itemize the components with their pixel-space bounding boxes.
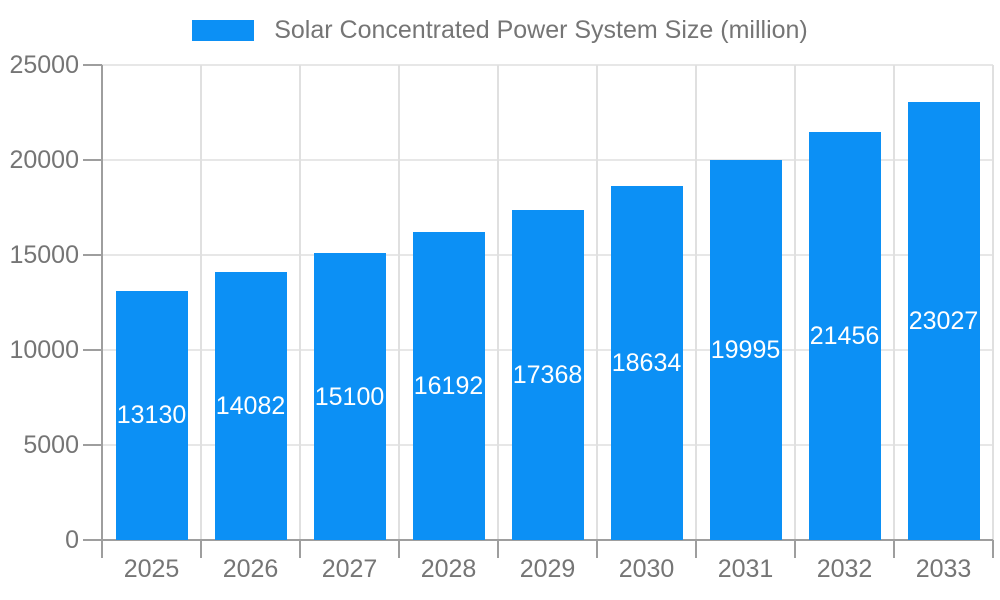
bar-value-label: 19995 xyxy=(710,336,781,365)
x-axis-tick-label: 2030 xyxy=(618,555,675,583)
y-axis-tick-label: 0 xyxy=(65,526,79,554)
y-axis-tick-mark xyxy=(83,444,102,446)
x-axis-tick-mark xyxy=(596,540,598,558)
vertical-gridline xyxy=(596,65,598,540)
bar xyxy=(907,102,980,540)
x-axis-tick-label: 2028 xyxy=(420,555,477,583)
vertical-gridline xyxy=(200,65,202,540)
bar-value-label: 17368 xyxy=(512,361,583,389)
horizontal-gridline xyxy=(102,159,993,161)
x-axis-tick-label: 2029 xyxy=(519,555,576,583)
vertical-gridline xyxy=(992,65,994,540)
bar-value-label: 16192 xyxy=(413,372,484,401)
x-axis-tick-label: 2026 xyxy=(222,555,279,583)
y-axis-tick-label: 5000 xyxy=(23,431,79,459)
x-axis-tick-mark xyxy=(695,540,697,558)
chart-legend: Solar Concentrated Power System Size (mi… xyxy=(0,16,1000,45)
legend-color-swatch xyxy=(192,20,255,41)
x-axis-tick-mark xyxy=(794,540,796,558)
plot-area: 0 5000 10000 15000 20000 25000 13130 2025 14082 2… xyxy=(9,51,994,583)
bar-value-label: 18634 xyxy=(611,348,682,377)
vertical-gridline xyxy=(299,65,301,540)
bar xyxy=(412,232,485,540)
y-axis-tick-mark xyxy=(83,64,102,66)
bar-value-label: 21456 xyxy=(809,322,880,351)
bar xyxy=(808,132,881,540)
bar xyxy=(313,253,386,540)
bar-value-label: 14082 xyxy=(215,392,286,421)
x-axis-tick-mark xyxy=(299,540,301,558)
x-axis-tick-label: 2025 xyxy=(123,555,180,583)
y-axis-tick-mark xyxy=(83,254,102,256)
vertical-gridline xyxy=(497,65,499,540)
bar-value-label: 13130 xyxy=(116,401,187,430)
vertical-gridline xyxy=(398,65,400,540)
y-axis-tick-mark xyxy=(83,349,102,351)
x-axis-tick-label: 2027 xyxy=(321,555,378,583)
x-axis-tick-label: 2032 xyxy=(816,555,873,583)
x-axis-tick-mark xyxy=(398,540,400,558)
bar xyxy=(709,160,782,540)
bar-value-label: 23027 xyxy=(908,307,979,336)
x-axis-tick-mark xyxy=(497,540,499,558)
vertical-gridline xyxy=(794,65,796,540)
y-axis-tick-mark xyxy=(83,159,102,161)
y-axis-tick-label: 25000 xyxy=(9,51,79,79)
x-axis-tick-mark xyxy=(200,540,202,558)
x-axis-tick-mark xyxy=(992,540,994,558)
legend-label: Solar Concentrated Power System Size (mi… xyxy=(274,16,808,44)
bar xyxy=(610,185,683,540)
y-axis-tick-label: 15000 xyxy=(9,241,79,269)
y-axis-tick-label: 20000 xyxy=(9,146,79,174)
x-axis-tick-label: 2031 xyxy=(717,555,774,583)
y-axis-line xyxy=(101,65,103,540)
bar xyxy=(115,290,188,540)
vertical-gridline xyxy=(893,65,895,540)
x-axis-tick-label: 2033 xyxy=(915,555,972,583)
y-axis-tick-mark xyxy=(83,539,102,541)
x-axis-tick-mark xyxy=(893,540,895,558)
bar xyxy=(214,272,287,540)
x-axis-tick-mark xyxy=(101,540,103,558)
bar xyxy=(511,210,584,540)
horizontal-gridline xyxy=(102,64,993,66)
y-axis-tick-label: 10000 xyxy=(9,336,79,364)
vertical-gridline xyxy=(695,65,697,540)
x-axis-line xyxy=(102,539,993,541)
bar-value-label: 15100 xyxy=(314,382,385,411)
